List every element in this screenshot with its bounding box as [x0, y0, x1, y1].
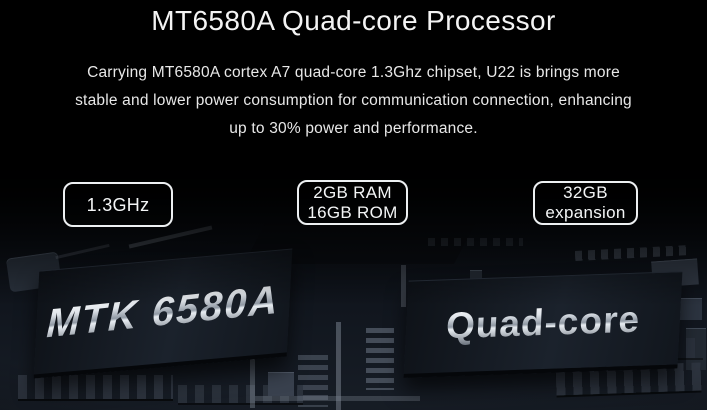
badge-cpu-speed: 1.3GHz: [63, 182, 173, 227]
board-trace: [336, 322, 341, 410]
description: Carrying MT6580A cortex A7 quad-core 1.3…: [0, 59, 707, 143]
badge-memory-line2: 16GB ROM: [307, 202, 398, 222]
badge-storage: 32GB expansion: [533, 181, 638, 225]
chip-quad-core: Quad-core: [403, 271, 683, 378]
board-component: [470, 270, 482, 279]
badge-memory: 2GB RAM 16GB ROM: [297, 180, 408, 225]
board-trace: [255, 396, 420, 401]
badge-memory-line1: 2GB RAM: [313, 182, 392, 202]
description-line: Carrying MT6580A cortex A7 quad-core 1.3…: [87, 64, 620, 81]
chip-mtk-6580a: MTK 6580A: [33, 248, 293, 379]
board-capacitor-stack: [298, 355, 328, 407]
board-capacitor-row: [428, 238, 523, 246]
description-line: stable and lower power consumption for c…: [75, 92, 632, 109]
board-trace: [128, 225, 213, 249]
chip-quad-core-label: Quad-core: [445, 298, 642, 347]
board-trace: [401, 265, 406, 307]
board-component: [268, 372, 294, 396]
description-line: up to 30% power and performance.: [229, 120, 478, 137]
badge-storage-line2: expansion: [545, 203, 626, 222]
board-capacitor-stack: [366, 328, 394, 390]
board-trace: [250, 358, 255, 408]
board-capacitor-row: [574, 244, 691, 262]
badge-cpu-speed-label: 1.3GHz: [86, 194, 150, 215]
chip-mtk-6580a-label: MTK 6580A: [45, 277, 281, 346]
badge-storage-line1: 32GB: [563, 183, 608, 202]
page-title: MT6580A Quad-core Processor: [151, 5, 556, 36]
board-trace: [55, 243, 110, 260]
circuit-board-photo: MTK 6580A Quad-core: [0, 150, 707, 410]
board-capacitor-row: [18, 375, 173, 399]
